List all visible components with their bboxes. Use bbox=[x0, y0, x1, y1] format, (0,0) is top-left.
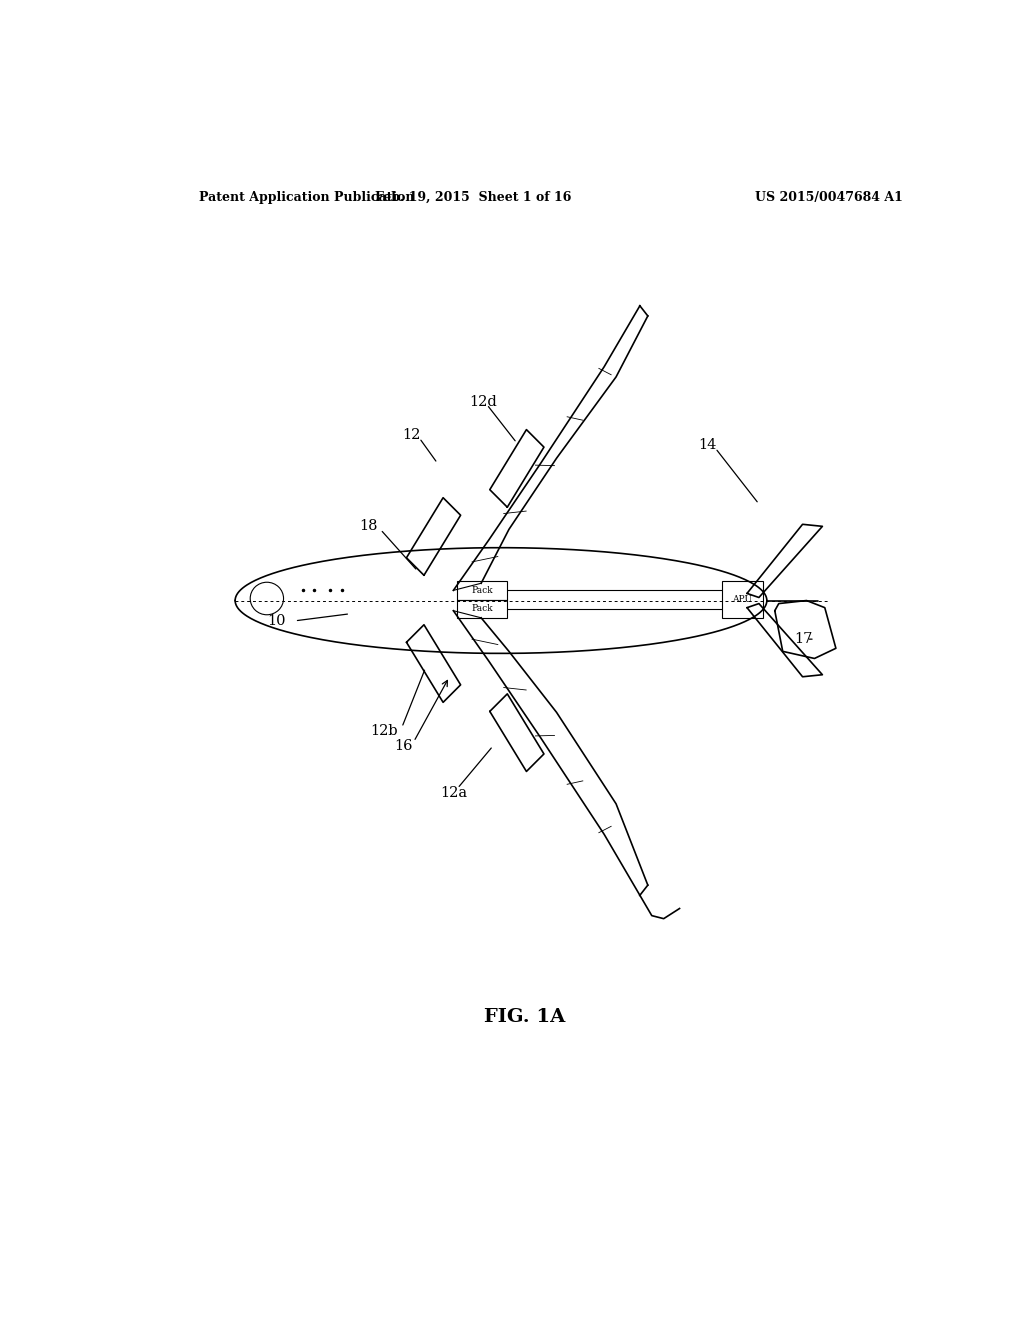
Text: Patent Application Publication: Patent Application Publication bbox=[200, 191, 415, 203]
Text: Pack: Pack bbox=[471, 605, 493, 614]
Text: 14: 14 bbox=[697, 438, 716, 451]
Text: 18: 18 bbox=[359, 519, 378, 533]
Text: 12a: 12a bbox=[440, 785, 467, 800]
Bar bbox=[722, 581, 763, 618]
Text: APU: APU bbox=[732, 595, 753, 605]
Bar bbox=[458, 581, 507, 599]
Text: 17: 17 bbox=[795, 632, 813, 647]
Text: 12b: 12b bbox=[370, 723, 397, 738]
Text: 12d: 12d bbox=[469, 395, 497, 409]
Text: US 2015/0047684 A1: US 2015/0047684 A1 bbox=[755, 191, 903, 203]
Text: Pack: Pack bbox=[471, 586, 493, 595]
Text: 16: 16 bbox=[394, 739, 413, 752]
Text: 12: 12 bbox=[401, 428, 420, 442]
Text: 10: 10 bbox=[267, 614, 286, 628]
Text: FIG. 1A: FIG. 1A bbox=[484, 1008, 565, 1026]
Bar bbox=[458, 599, 507, 618]
Text: Feb. 19, 2015  Sheet 1 of 16: Feb. 19, 2015 Sheet 1 of 16 bbox=[375, 191, 571, 203]
